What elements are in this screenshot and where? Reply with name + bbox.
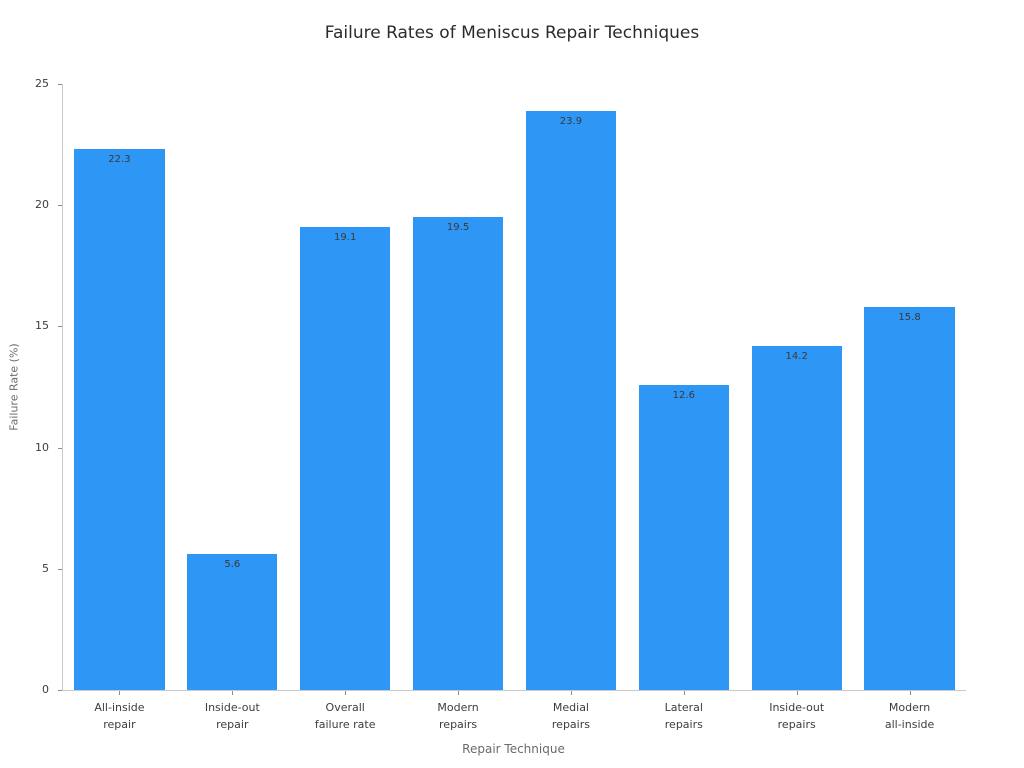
chart-title: Failure Rates of Meniscus Repair Techniq… <box>324 23 700 43</box>
bar-value-label: 14.2 <box>785 350 808 362</box>
bar-value-label: 15.8 <box>898 312 921 324</box>
x-axis-label: Repair Technique <box>462 742 565 756</box>
y-tick-num: 15 <box>35 319 49 333</box>
bar: 12.6 <box>638 384 729 690</box>
bar-slot: 19.5 <box>402 84 515 690</box>
bar-value-label: 19.1 <box>334 232 357 244</box>
bar: 5.6 <box>187 554 278 690</box>
bar-value-label: 22.3 <box>108 154 131 166</box>
y-tick-mark <box>58 690 62 691</box>
y-tick-mark <box>58 205 62 207</box>
x-tick-mark <box>683 691 685 695</box>
y-tick-num: 0 <box>42 683 49 696</box>
x-tick-mark <box>345 691 347 695</box>
y-tick-mark <box>58 447 62 449</box>
x-tick-mark <box>232 691 234 695</box>
x-tick-mark <box>570 691 572 695</box>
bar: 19.5 <box>412 217 504 690</box>
bar-value-label: 19.5 <box>446 222 470 234</box>
bar-slot: 23.9 <box>515 84 628 690</box>
x-tick-label: All-inside repair <box>94 701 145 731</box>
bar-value-label: 12.6 <box>672 389 695 401</box>
bar: 19.1 <box>300 227 391 690</box>
bar: 22.3 <box>74 149 165 690</box>
bar-slot: 19.1 <box>289 84 402 690</box>
x-tick-label: Inside-out repair <box>204 701 260 731</box>
bar: 14.2 <box>751 345 842 690</box>
bar-slot: 15.8 <box>853 84 966 690</box>
y-tick-mark <box>58 326 62 328</box>
y-tick-num: 5 <box>42 561 49 575</box>
y-axis-label: Failure Rate (%) <box>7 343 21 431</box>
x-tick-mark <box>909 691 911 695</box>
y-tick-mark <box>58 568 62 570</box>
bar: 23.9 <box>525 110 617 690</box>
y-tick-mark <box>58 84 62 85</box>
x-tick-label: Medial repairs <box>551 701 590 731</box>
bar: 15.8 <box>864 307 955 690</box>
bar-slot: 12.6 <box>627 84 740 690</box>
y-tick-num: 10 <box>35 440 49 454</box>
x-tick-label: Overall failure rate <box>314 701 376 731</box>
bar-value-label: 5.6 <box>224 559 241 571</box>
bar-value-label: 23.9 <box>559 115 583 127</box>
bar-slot: 5.6 <box>176 84 289 690</box>
x-tick-mark <box>796 691 798 695</box>
plot-area: 0 5 10 15 20 25 22.3 5.6 19.1 19.5 23.9 12.6 14.2 15… <box>35 77 966 731</box>
x-tick-mark <box>119 691 121 695</box>
x-tick-mark <box>458 691 460 695</box>
bars-row: 22.3 5.6 19.1 19.5 23.9 12.6 14.2 15.8 <box>63 84 966 690</box>
x-tick-label: Inside-out repairs <box>769 701 825 731</box>
bar-slot: 22.3 <box>63 84 176 690</box>
bar-slot: 14.2 <box>740 84 853 690</box>
y-tick-num: 20 <box>35 198 49 212</box>
x-tick-label: Modern all-inside <box>884 701 935 731</box>
x-tick-label: Modern repairs <box>437 701 479 731</box>
x-tick-label: Lateral repairs <box>664 701 703 731</box>
y-tick-num: 25 <box>35 77 49 90</box>
